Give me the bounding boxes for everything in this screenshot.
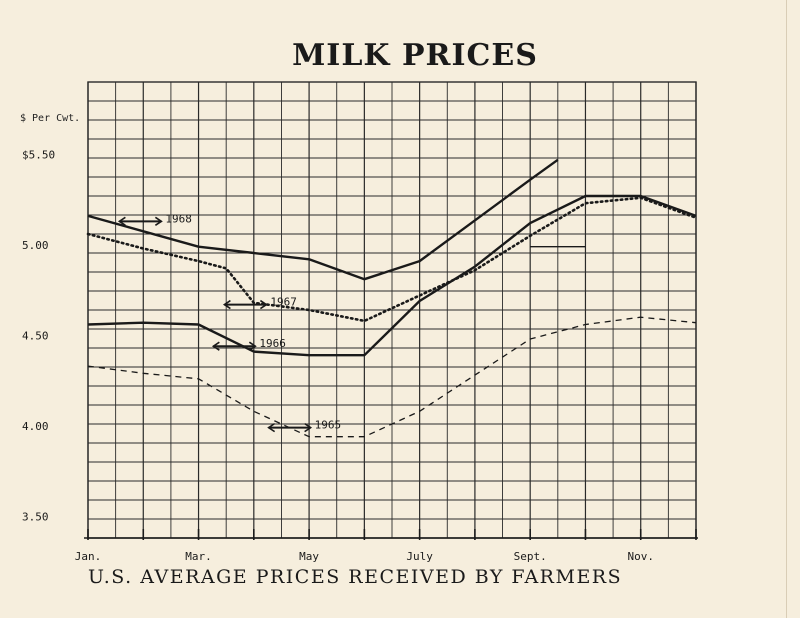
- arrow-head-left: [222, 299, 231, 310]
- chart-title: MILK PRICES: [292, 38, 538, 73]
- arrow-head-right: [304, 422, 313, 433]
- y-tick-label: 4.00: [22, 420, 49, 433]
- series-line-1966: [87, 194, 697, 357]
- grid: [87, 81, 697, 539]
- annotation-label: 1968: [165, 212, 192, 225]
- arrow-head-left: [267, 422, 276, 433]
- x-tick-label: Nov.: [627, 550, 654, 563]
- arrow-head-right: [259, 299, 268, 310]
- series-line-1965: [87, 316, 697, 438]
- arrow-head-right: [154, 216, 163, 226]
- arrow-head-right: [248, 341, 257, 351]
- x-tick-label: May: [299, 550, 319, 563]
- axis-ticks: Jan. Mar. May July Sept. Nov. $5.50 5.00 4.50 4.0…: [22, 148, 698, 563]
- y-tick-label: 4.50: [22, 329, 49, 342]
- x-tick-label: Jan.: [75, 550, 102, 563]
- arrow-head-left: [117, 216, 126, 226]
- annotation-label: 1965: [315, 419, 342, 432]
- series-line-1968: [87, 158, 559, 281]
- arrow-head-left: [211, 341, 220, 351]
- x-tick-label: Sept.: [514, 550, 547, 563]
- annotation-label: 1967: [270, 296, 297, 309]
- chart-subtitle: U.S. AVERAGE PRICES RECEIVED BY FARMERS: [88, 566, 623, 588]
- y-tick-label: 5.00: [22, 239, 49, 252]
- annotations: 1968 1967 1966 1965: [117, 212, 342, 433]
- y-tick-label: $5.50: [22, 148, 55, 161]
- series-line-1967: [86, 196, 698, 323]
- x-tick-label: July: [406, 550, 433, 563]
- x-tick-label: Mar.: [185, 550, 212, 563]
- y-tick-label: 3.50: [22, 510, 49, 523]
- series-lines: [86, 158, 698, 438]
- page-edge-shadow: [786, 0, 787, 618]
- annotation-label: 1966: [259, 337, 286, 350]
- y-axis-label: $ Per Cwt.: [20, 113, 81, 124]
